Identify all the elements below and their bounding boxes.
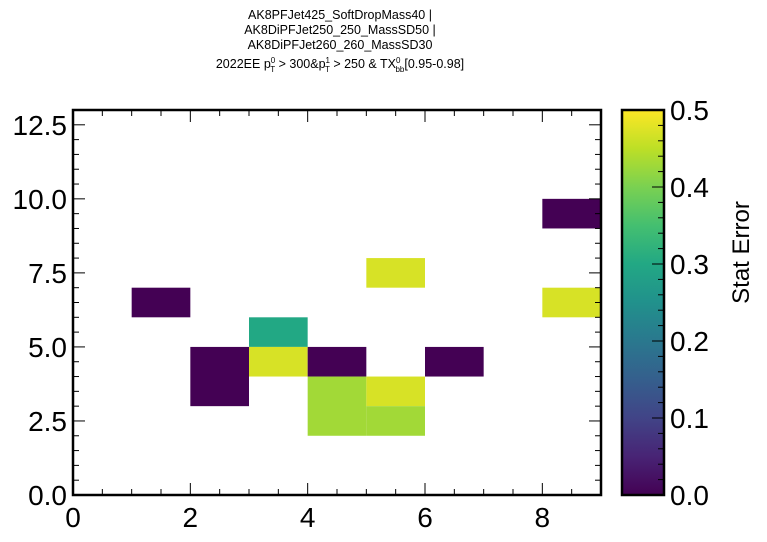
chart-subtitle: 2022EE p0T > 300&p1T > 250 & TX0bb[0.95-… (150, 53, 530, 77)
y-tick-label: 0.0 (28, 480, 67, 511)
heatmap-cell (542, 198, 601, 229)
heatmap-cell (366, 258, 425, 288)
x-tick-label: 0 (65, 502, 81, 533)
subtitle-p0-sup: 0 (270, 56, 276, 65)
subtitle-tx-sub: bb (395, 64, 405, 74)
colorbar-frame (620, 108, 666, 497)
colorbar-tick-label: 0.2 (670, 326, 709, 357)
heatmap-cell (542, 287, 601, 318)
colorbar-tick-label: 0.1 (670, 403, 709, 434)
y-tick-label: 5.0 (28, 332, 67, 363)
colorbar-tick-label: 0.5 (670, 95, 709, 126)
heatmap-cells (131, 198, 601, 436)
y-tick-label: 7.5 (28, 258, 67, 289)
heatmap-cell (190, 346, 249, 407)
x-tick-label: 2 (183, 502, 199, 533)
heatmap-cell (366, 406, 425, 436)
chart-title: AK8PFJet425_SoftDropMass40 | AK8DiPFJet2… (150, 8, 530, 77)
subtitle-p1-sup: 1 (325, 56, 330, 65)
colorbar-tick-label: 0.3 (670, 249, 709, 280)
heatmap-cell (425, 346, 484, 377)
heatmap-cell (249, 317, 308, 347)
subtitle-mid2: > 250 & TX (329, 57, 396, 72)
plot-axes: 0 2 4 6 8 0.0 2.5 5.0 7.5 10.0 12.5 (13, 108, 603, 533)
title-line-2: AK8DiPFJet250_250_MassSD50 | (244, 23, 436, 37)
colorbar-tick-label: 0.0 (670, 480, 709, 511)
heatmap-cell (307, 376, 367, 436)
colorbar-tick-label: 0.4 (670, 172, 709, 203)
heatmap-cell (366, 376, 425, 407)
colorbar-label: Stat Error (728, 201, 755, 304)
heatmap-cell (307, 346, 367, 377)
subtitle-p1-sub: T (324, 64, 330, 74)
colorbar: 0.0 0.1 0.2 0.3 0.4 0.5 Stat Error (620, 95, 755, 511)
subtitle-mid1: > 300&p (275, 57, 326, 72)
y-tick-label: 2.5 (28, 406, 67, 437)
subtitle-p0-sub: T (270, 64, 276, 74)
x-tick-label: 8 (535, 502, 551, 533)
heatmap-cell (249, 346, 308, 377)
title-line-1: AK8PFJet425_SoftDropMass40 | (248, 8, 432, 22)
subtitle-prefix: 2022EE p (215, 57, 271, 72)
heatmap-cell (131, 287, 191, 318)
subtitle-tx-sup: 0 (396, 56, 401, 65)
colorbar-gradient (622, 110, 664, 495)
x-tick-label: 6 (417, 502, 433, 533)
subtitle-suffix: [0.95-0.98] (404, 57, 465, 72)
y-tick-label: 12.5 (13, 110, 68, 141)
y-tick-label: 10.0 (13, 184, 68, 215)
x-tick-label: 4 (300, 502, 316, 533)
title-line-3: AK8DiPFJet260_260_MassSD30 (247, 38, 433, 52)
